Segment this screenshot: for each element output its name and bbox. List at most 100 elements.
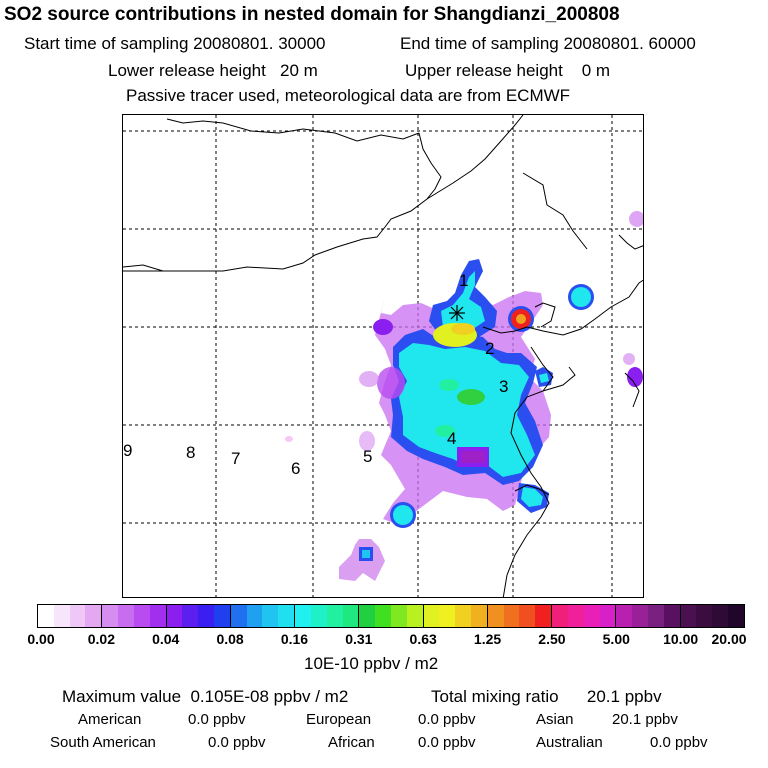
marker-7: 7 — [231, 449, 241, 468]
color-swatch — [69, 605, 86, 627]
color-swatch — [118, 605, 134, 627]
european-value: 0.0 ppbv — [418, 711, 476, 728]
color-swatch — [38, 605, 54, 627]
color-swatch — [278, 605, 295, 627]
page-title: SO2 source contributions in nested domai… — [4, 4, 620, 25]
color-swatch — [375, 605, 391, 627]
legend-tick-label: 0.02 — [87, 631, 115, 647]
asian-value: 20.1 ppbv — [612, 711, 678, 728]
color-swatch — [552, 605, 568, 627]
color-swatch — [519, 605, 536, 627]
color-swatch — [102, 605, 119, 627]
color-swatch — [198, 605, 214, 627]
color-swatch — [390, 605, 407, 627]
color-segment — [486, 605, 552, 627]
legend-tick-label: 0.08 — [216, 631, 244, 647]
color-legend-bar — [37, 604, 745, 628]
color-swatch — [712, 605, 729, 627]
color-swatch — [342, 605, 359, 627]
american-label: American — [78, 711, 142, 728]
color-segment — [422, 605, 487, 627]
color-swatch — [471, 605, 487, 627]
color-segment — [165, 605, 230, 627]
asian-label: Asian — [536, 711, 574, 728]
concentration-field — [285, 211, 643, 581]
color-swatch — [359, 605, 376, 627]
color-swatch — [535, 605, 552, 627]
color-swatch — [567, 605, 584, 627]
color-swatch — [632, 605, 649, 627]
legend-tick-label: 2.50 — [538, 631, 566, 647]
color-swatch — [455, 605, 472, 627]
legend-tick-label: 0.16 — [280, 631, 309, 647]
south-american-value: 0.0 ppbv — [208, 734, 266, 751]
color-swatch — [230, 605, 247, 627]
marker-9: 9 — [123, 441, 133, 460]
australian-value: 0.0 ppbv — [650, 734, 708, 751]
coastlines — [123, 115, 643, 597]
color-swatch — [326, 605, 343, 627]
grid-lines — [123, 115, 643, 597]
color-swatch — [680, 605, 697, 627]
map-frame: 1 2 3 4 5 6 7 8 9 — [122, 114, 644, 598]
color-segment — [229, 605, 295, 627]
color-swatch — [728, 605, 744, 627]
legend-tick-label: 0.04 — [152, 631, 180, 647]
color-swatch — [182, 605, 199, 627]
american-value: 0.0 ppbv — [188, 711, 246, 728]
legend-tick-label: 10.00 — [663, 631, 699, 647]
marker-4: 4 — [447, 429, 457, 448]
color-segment — [615, 605, 680, 627]
end-time-label: End time of sampling 20080801. 60000 — [400, 34, 696, 53]
color-swatch — [616, 605, 633, 627]
color-swatch — [487, 605, 504, 627]
legend-tick-label: 1.25 — [473, 631, 502, 647]
plume-cyan — [399, 343, 535, 477]
color-swatch — [133, 605, 150, 627]
legend-tick-label: 0.63 — [409, 631, 437, 647]
color-swatch — [166, 605, 183, 627]
marker-6: 6 — [291, 459, 301, 478]
legend-unit: 10E-10 ppbv / m2 — [304, 654, 439, 673]
color-swatch — [310, 605, 327, 627]
color-segment — [38, 605, 102, 627]
marker-3: 3 — [499, 377, 509, 396]
max-value-label: Maximum value 0.105E-08 ppbv / m2 — [62, 687, 349, 706]
upper-release-label: Upper release height 0 m — [405, 61, 611, 80]
color-swatch — [85, 605, 102, 627]
color-swatch — [246, 605, 263, 627]
tracer-note: Passive tracer used, meteorological data… — [126, 86, 571, 105]
map-plot — [123, 115, 643, 597]
color-swatch — [439, 605, 456, 627]
color-swatch — [406, 605, 423, 627]
legend-tick-label: 0.00 — [27, 631, 55, 647]
color-swatch — [599, 605, 616, 627]
lower-release-label: Lower release height 20 m — [108, 61, 318, 80]
color-segment — [294, 605, 359, 627]
color-swatch — [503, 605, 520, 627]
african-value: 0.0 ppbv — [418, 734, 476, 751]
marker-1: 1 — [459, 271, 469, 290]
total-mixing-label: Total mixing ratio 20.1 ppbv — [431, 687, 662, 706]
south-american-label: South American — [50, 734, 156, 751]
color-segment — [101, 605, 166, 627]
legend-tick-label: 0.31 — [345, 631, 373, 647]
color-swatch — [213, 605, 230, 627]
color-swatch — [583, 605, 600, 627]
color-swatch — [663, 605, 680, 627]
color-swatch — [149, 605, 166, 627]
african-label: African — [328, 734, 375, 751]
start-time-label: Start time of sampling 20080801. 30000 — [24, 34, 326, 53]
color-segment — [551, 605, 616, 627]
marker-2: 2 — [485, 339, 495, 358]
color-swatch — [295, 605, 311, 627]
european-label: European — [306, 711, 372, 728]
color-swatch — [262, 605, 279, 627]
color-swatch — [696, 605, 713, 627]
australian-label: Australian — [536, 734, 603, 751]
color-swatch — [648, 605, 664, 627]
marker-5: 5 — [363, 447, 373, 466]
color-swatch — [53, 605, 70, 627]
marker-8: 8 — [186, 443, 196, 462]
legend-tick-label: 20.00 — [711, 631, 747, 647]
